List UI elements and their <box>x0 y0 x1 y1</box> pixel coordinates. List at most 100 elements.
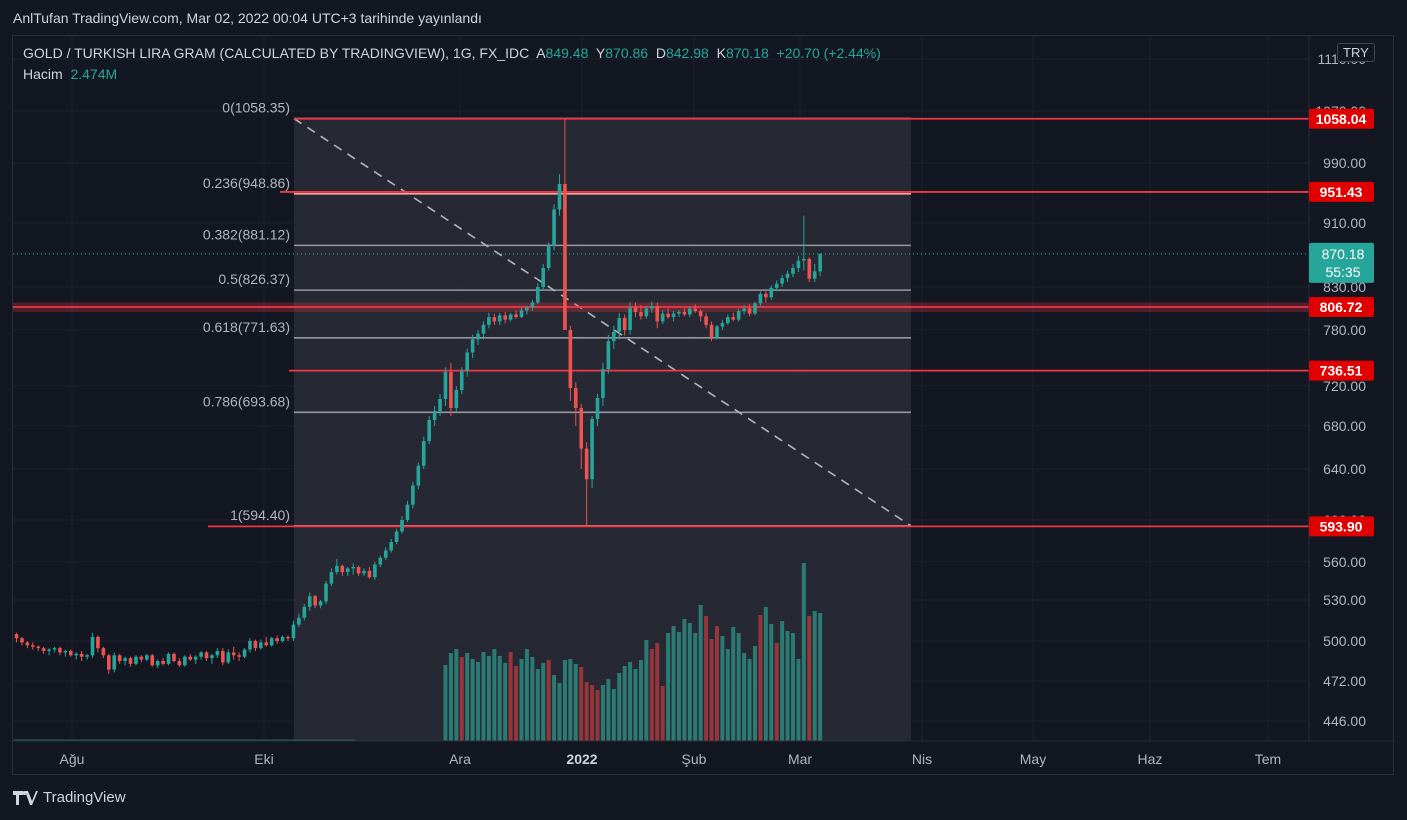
candle-body[interactable] <box>96 636 100 649</box>
candle-body[interactable] <box>405 504 410 520</box>
candle-body[interactable] <box>63 651 68 653</box>
candle-body[interactable] <box>20 638 24 643</box>
price-axis[interactable]: 446.00472.00500.00530.00560.00600.00640.… <box>13 36 1393 741</box>
candle-body[interactable] <box>166 653 171 664</box>
current-price-tag[interactable] <box>1309 242 1374 283</box>
candle-body[interactable] <box>612 331 616 342</box>
candle-body[interactable] <box>666 313 670 318</box>
candle-body[interactable] <box>307 596 312 607</box>
candle-body[interactable] <box>519 310 524 318</box>
candle-body[interactable] <box>313 596 317 606</box>
candle-body[interactable] <box>807 258 812 279</box>
candle-body[interactable] <box>568 330 573 388</box>
candle-body[interactable] <box>150 655 155 666</box>
candle-body[interactable] <box>655 305 660 322</box>
candle-body[interactable] <box>324 583 328 602</box>
candle-body[interactable] <box>563 184 567 330</box>
candle-body[interactable] <box>237 655 241 657</box>
candle-body[interactable] <box>411 485 415 505</box>
candle-body[interactable] <box>443 372 448 399</box>
candle-body[interactable] <box>459 371 464 390</box>
candle-body[interactable] <box>269 638 274 646</box>
candle-body[interactable] <box>742 308 746 312</box>
candle-body[interactable] <box>492 317 497 322</box>
candle-body[interactable] <box>704 316 708 325</box>
candle-body[interactable] <box>231 652 236 656</box>
price-level-tag[interactable] <box>1309 108 1374 129</box>
horizontal-levels[interactable] <box>13 117 1309 528</box>
candle-body[interactable] <box>476 333 480 340</box>
candle-body[interactable] <box>698 311 703 317</box>
candle-body[interactable] <box>633 307 638 312</box>
candle-body[interactable] <box>101 648 106 656</box>
candle-body[interactable] <box>449 372 453 408</box>
candle-body[interactable] <box>584 448 589 480</box>
candle-body[interactable] <box>286 636 290 639</box>
candle-body[interactable] <box>14 634 19 639</box>
candle-body[interactable] <box>74 653 79 656</box>
candle-body[interactable] <box>682 311 687 315</box>
candle-body[interactable] <box>47 649 51 651</box>
candle-body[interactable] <box>774 283 779 288</box>
candle-body[interactable] <box>622 317 627 330</box>
candle-body[interactable] <box>85 655 89 657</box>
candle-body[interactable] <box>736 311 741 320</box>
candle-body[interactable] <box>628 307 632 330</box>
candle-body[interactable] <box>747 308 752 314</box>
candle-body[interactable] <box>204 652 209 659</box>
candle-body[interactable] <box>764 293 768 298</box>
candle-body[interactable] <box>383 550 388 558</box>
candle-body[interactable] <box>36 646 41 649</box>
candle-body[interactable] <box>731 317 736 320</box>
candle-body[interactable] <box>259 642 263 649</box>
candle-body[interactable] <box>79 653 84 657</box>
price-level-tag[interactable] <box>1309 297 1374 318</box>
fibonacci-trend-line[interactable] <box>293 117 912 527</box>
candle-body[interactable] <box>318 601 323 606</box>
tradingview-brand[interactable]: TradingView <box>13 789 126 806</box>
candle-body[interactable] <box>400 520 404 532</box>
candle-body[interactable] <box>367 570 372 578</box>
candle-body[interactable] <box>541 268 546 287</box>
candlesticks[interactable] <box>14 118 822 674</box>
candle-body[interactable] <box>394 531 399 543</box>
candle-body[interactable] <box>172 653 176 661</box>
candle-body[interactable] <box>470 339 475 353</box>
candle-body[interactable] <box>242 649 247 657</box>
candle-body[interactable] <box>183 656 187 666</box>
currency-badge[interactable]: TRY <box>1337 43 1375 62</box>
candle-body[interactable] <box>796 260 801 269</box>
candle-body[interactable] <box>709 324 714 338</box>
candle-body[interactable] <box>693 308 698 312</box>
candle-body[interactable] <box>802 258 806 261</box>
candle-body[interactable] <box>199 652 203 657</box>
candle-body[interactable] <box>546 246 551 269</box>
candle-body[interactable] <box>497 315 502 322</box>
candle-body[interactable] <box>145 655 149 660</box>
candle-body[interactable] <box>617 317 622 332</box>
candle-body[interactable] <box>291 624 296 639</box>
candle-body[interactable] <box>123 658 127 661</box>
candle-body[interactable] <box>340 565 345 573</box>
candle-body[interactable] <box>514 314 518 318</box>
candle-body[interactable] <box>329 572 334 584</box>
candle-body[interactable] <box>25 642 30 646</box>
candle-body[interactable] <box>758 293 763 304</box>
candle-body[interactable] <box>416 465 421 486</box>
candle-body[interactable] <box>335 565 339 573</box>
candle-body[interactable] <box>264 642 269 646</box>
candle-body[interactable] <box>688 308 692 315</box>
candle-body[interactable] <box>193 656 198 660</box>
candle-body[interactable] <box>58 648 62 653</box>
candle-body[interactable] <box>660 313 665 322</box>
candle-body[interactable] <box>780 277 784 284</box>
time-axis[interactable]: Ağu Eki Ara 2022 Şub Mar Nis May Haz Tem <box>13 740 1393 767</box>
candle-body[interactable] <box>69 651 73 656</box>
candle-body[interactable] <box>530 302 535 308</box>
candle-body[interactable] <box>590 419 594 480</box>
candle-body[interactable] <box>90 636 95 656</box>
candle-body[interactable] <box>639 311 643 317</box>
candle-body[interactable] <box>715 326 719 338</box>
candle-body[interactable] <box>226 652 231 663</box>
price-level-tag[interactable] <box>1309 516 1374 537</box>
